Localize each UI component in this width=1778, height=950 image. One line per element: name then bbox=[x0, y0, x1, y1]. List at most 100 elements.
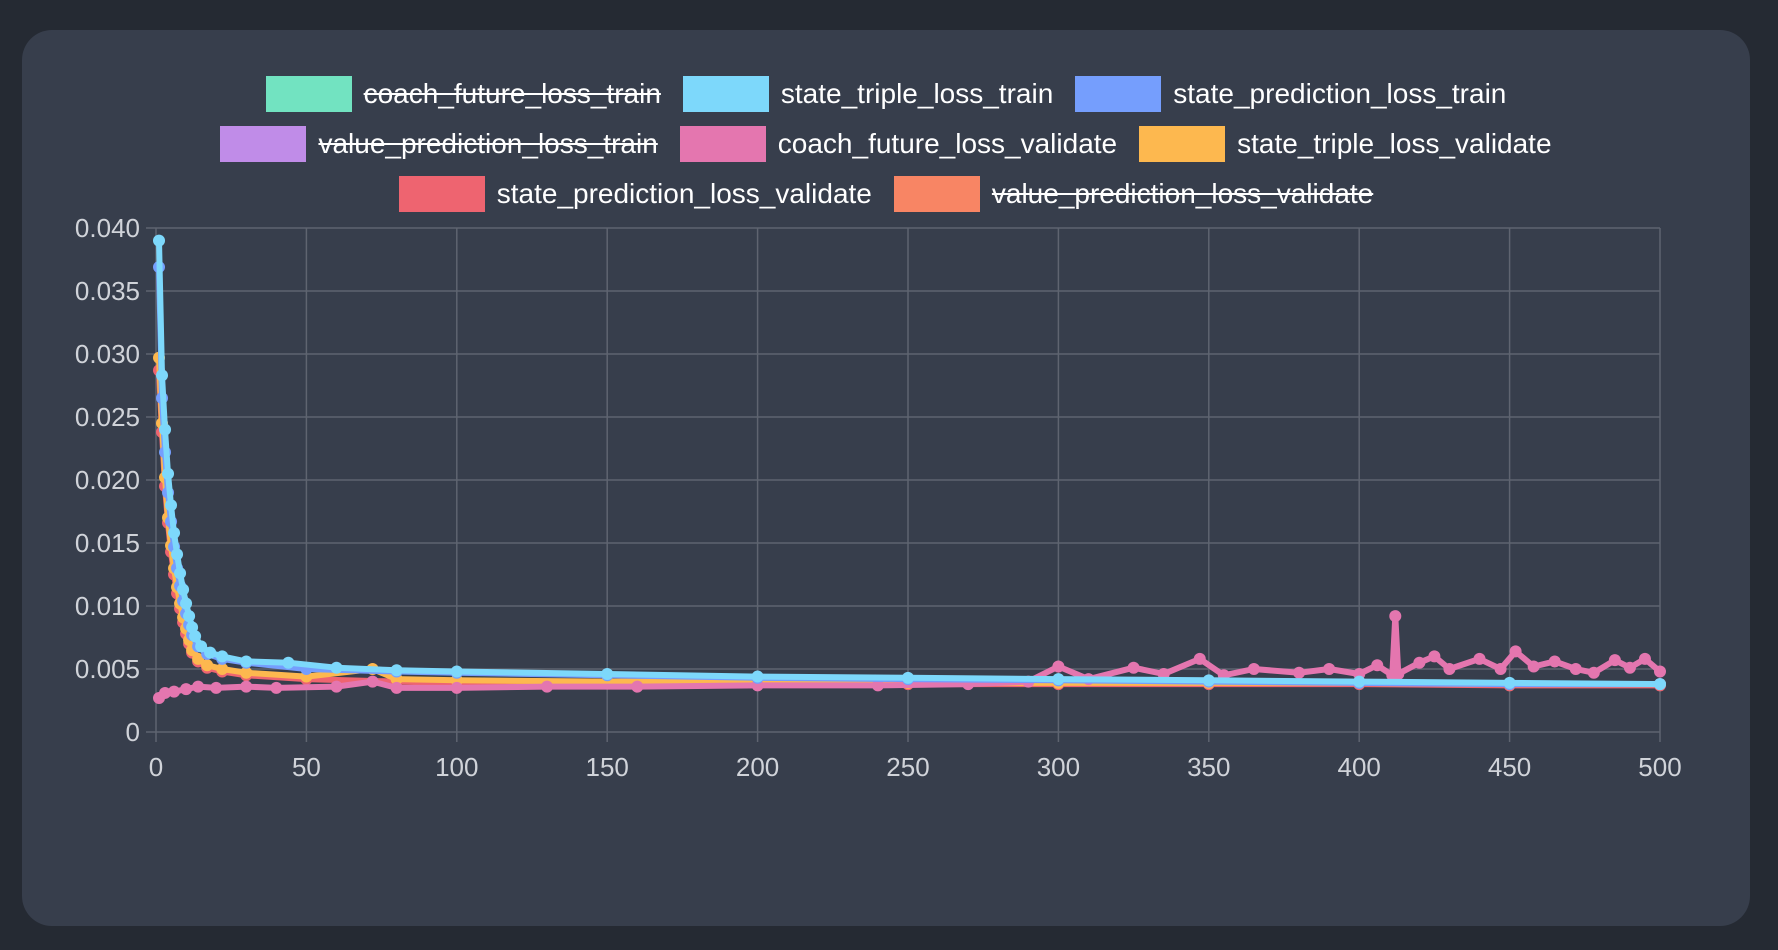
data-point-coach-future-loss-validate bbox=[1548, 655, 1561, 668]
data-point-state-triple-loss-train bbox=[180, 597, 193, 610]
data-point-coach-future-loss-validate bbox=[541, 680, 554, 693]
y-tick-label: 0.030 bbox=[75, 339, 140, 369]
data-point-coach-future-loss-validate bbox=[210, 681, 223, 694]
legend-label: state_triple_loss_train bbox=[780, 78, 1054, 109]
legend-swatch bbox=[682, 76, 769, 112]
data-point-coach-future-loss-validate bbox=[168, 685, 181, 698]
data-point-coach-future-loss-validate bbox=[631, 680, 644, 693]
data-point-state-triple-loss-validate bbox=[201, 659, 214, 672]
x-tick-label: 450 bbox=[1488, 752, 1531, 782]
data-point-coach-future-loss-validate bbox=[1392, 668, 1405, 681]
data-point-state-triple-loss-train bbox=[159, 423, 172, 436]
x-tick-label: 200 bbox=[736, 752, 779, 782]
data-point-coach-future-loss-validate bbox=[1494, 663, 1507, 675]
x-tick-label: 100 bbox=[435, 752, 478, 782]
data-point-state-triple-loss-train bbox=[1202, 674, 1215, 687]
data-point-coach-future-loss-validate bbox=[1052, 660, 1065, 673]
data-point-state-triple-loss-validate bbox=[240, 666, 253, 679]
legend-swatch bbox=[265, 76, 352, 112]
legend-row-2: value_prediction_loss_train coach_future… bbox=[220, 126, 1552, 162]
x-tick-label: 250 bbox=[886, 752, 929, 782]
legend-item-value-prediction-loss-train[interactable]: value_prediction_loss_train bbox=[220, 126, 658, 162]
data-point-state-triple-loss-train bbox=[330, 661, 343, 674]
y-tick-label: 0.015 bbox=[75, 528, 140, 558]
data-point-coach-future-loss-validate bbox=[450, 681, 463, 694]
data-point-state-triple-loss-train bbox=[1052, 673, 1065, 686]
legend-label: state_prediction_loss_train bbox=[1173, 78, 1507, 109]
legend-label: coach_future_loss_train bbox=[363, 78, 661, 109]
legend-item-state-prediction-loss-validate[interactable]: state_prediction_loss_validate bbox=[398, 176, 872, 212]
series-line-coach-future-loss-validate bbox=[156, 613, 1663, 701]
legend-swatch bbox=[1075, 76, 1162, 112]
y-tick-label: 0.040 bbox=[75, 213, 140, 243]
legend-label: state_triple_loss_validate bbox=[1237, 128, 1552, 159]
data-point-coach-future-loss-validate bbox=[390, 681, 403, 694]
data-point-state-triple-loss-train bbox=[153, 234, 166, 247]
legend-item-state-triple-loss-validate[interactable]: state_triple_loss_validate bbox=[1139, 126, 1552, 162]
data-point-coach-future-loss-validate bbox=[366, 675, 379, 688]
data-point-coach-future-loss-validate bbox=[1127, 661, 1140, 674]
x-tick-label: 300 bbox=[1037, 752, 1080, 782]
data-point-coach-future-loss-validate bbox=[1473, 652, 1486, 665]
legend-item-value-prediction-loss-validate[interactable]: value_prediction_loss_validate bbox=[893, 176, 1374, 212]
data-point-state-triple-loss-train bbox=[1654, 678, 1666, 691]
legend-item-state-triple-loss-train[interactable]: state_triple_loss_train bbox=[682, 76, 1054, 112]
data-point-coach-future-loss-validate bbox=[1193, 652, 1206, 665]
data-point-state-triple-loss-train bbox=[168, 526, 181, 539]
series-line-state-triple-loss-train bbox=[156, 237, 1663, 688]
data-point-coach-future-loss-validate bbox=[1443, 663, 1456, 675]
data-point-state-triple-loss-train bbox=[189, 630, 202, 643]
x-tick-label: 350 bbox=[1187, 752, 1230, 782]
data-point-coach-future-loss-validate bbox=[180, 683, 193, 696]
legend-item-state-prediction-loss-train[interactable]: state_prediction_loss_train bbox=[1075, 76, 1506, 112]
data-point-coach-future-loss-validate bbox=[1371, 659, 1384, 672]
data-point-coach-future-loss-validate bbox=[1389, 610, 1402, 623]
data-point-coach-future-loss-validate bbox=[192, 680, 205, 693]
legend-item-coach-future-loss-train[interactable]: coach_future_loss_train bbox=[265, 76, 661, 112]
legend-swatch bbox=[893, 176, 980, 212]
legend-swatch bbox=[1139, 126, 1226, 162]
data-point-state-triple-loss-train bbox=[183, 610, 196, 623]
x-tick-label: 500 bbox=[1638, 752, 1681, 782]
data-point-coach-future-loss-validate bbox=[871, 679, 884, 692]
data-point-state-triple-loss-train bbox=[601, 668, 614, 681]
data-point-coach-future-loss-validate bbox=[270, 681, 283, 694]
x-tick-label: 400 bbox=[1338, 752, 1381, 782]
y-tick-label: 0.005 bbox=[75, 654, 140, 684]
data-point-state-triple-loss-train bbox=[165, 499, 178, 512]
data-point-coach-future-loss-validate bbox=[1527, 660, 1540, 673]
y-tick-label: 0 bbox=[126, 717, 140, 747]
data-point-state-triple-loss-train bbox=[751, 670, 764, 683]
legend-label: coach_future_loss_validate bbox=[777, 128, 1118, 159]
legend-swatch bbox=[220, 126, 307, 162]
data-point-state-triple-loss-train bbox=[216, 650, 229, 663]
data-point-coach-future-loss-validate bbox=[1608, 654, 1621, 667]
x-tick-label: 0 bbox=[149, 752, 163, 782]
chart-card: coach_future_loss_train state_triple_los… bbox=[22, 30, 1750, 926]
y-tick-label: 0.010 bbox=[75, 591, 140, 621]
data-point-coach-future-loss-validate bbox=[1509, 645, 1522, 658]
data-point-state-triple-loss-train bbox=[1353, 675, 1366, 688]
data-point-coach-future-loss-validate bbox=[1413, 656, 1426, 669]
legend-item-coach-future-loss-validate[interactable]: coach_future_loss_validate bbox=[679, 126, 1118, 162]
legend-swatch bbox=[398, 176, 485, 212]
data-point-state-triple-loss-train bbox=[156, 369, 169, 382]
data-point-coach-future-loss-validate bbox=[159, 686, 172, 699]
data-point-state-triple-loss-train bbox=[174, 567, 187, 580]
data-point-coach-future-loss-validate bbox=[1638, 652, 1651, 665]
data-point-state-triple-loss-train bbox=[240, 655, 253, 668]
series-line-state-triple-loss-validate bbox=[156, 354, 1663, 688]
data-point-state-triple-loss-train bbox=[162, 467, 175, 480]
data-point-state-triple-loss-validate bbox=[192, 652, 205, 665]
y-tick-label: 0.020 bbox=[75, 465, 140, 495]
data-point-state-triple-loss-train bbox=[171, 548, 184, 561]
legend-row-3: state_prediction_loss_validate value_pre… bbox=[398, 176, 1374, 212]
data-point-coach-future-loss-validate bbox=[1293, 666, 1306, 679]
legend-label: value_prediction_loss_train bbox=[318, 128, 658, 159]
data-point-coach-future-loss-validate bbox=[1654, 665, 1666, 678]
data-point-coach-future-loss-validate bbox=[1428, 650, 1441, 663]
data-point-state-triple-loss-train bbox=[450, 665, 463, 678]
data-point-state-triple-loss-train bbox=[390, 664, 403, 677]
line-chart: 0 50 100 150 200 250 300 350 400 450 500 0 0.005 0.01… bbox=[75, 213, 1682, 782]
legend-label: value_prediction_loss_validate bbox=[991, 178, 1374, 209]
